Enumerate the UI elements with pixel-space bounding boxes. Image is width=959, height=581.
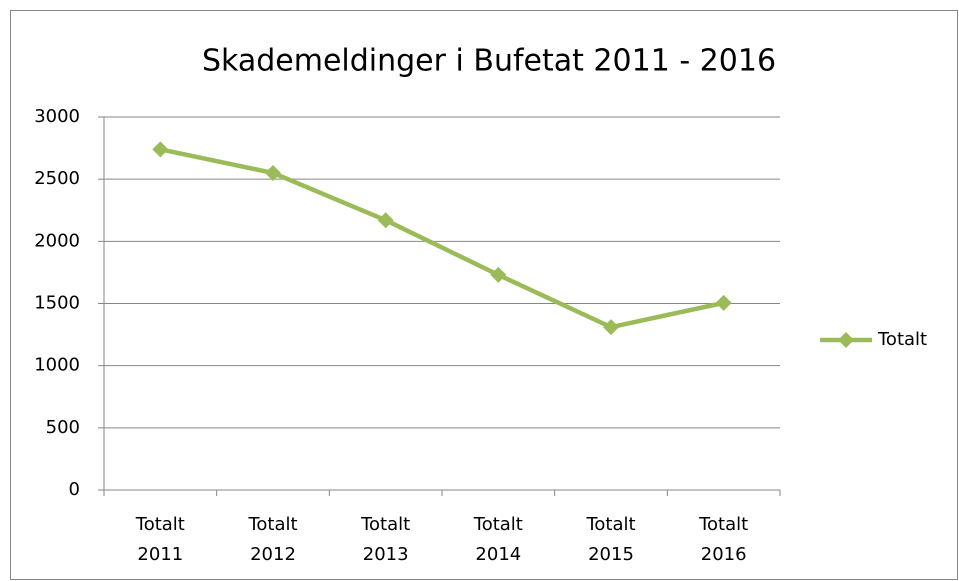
x-tick-label: Totalt 2011 bbox=[135, 514, 185, 565]
chart-title: Skademeldinger i Bufetat 2011 - 2016 bbox=[202, 44, 776, 79]
data-point bbox=[265, 164, 281, 181]
series-line bbox=[159, 147, 725, 330]
x-tick-label: Totalt 2012 bbox=[248, 514, 298, 565]
x-tick-label: Totalt 2013 bbox=[361, 514, 411, 565]
y-tick-label: 3000 bbox=[34, 106, 80, 127]
data-point bbox=[715, 294, 732, 311]
data-point bbox=[152, 141, 169, 158]
legend-label: Totalt bbox=[877, 329, 927, 350]
x-tick-label: Totalt 2014 bbox=[473, 514, 523, 565]
x-tick-label: Totalt 2016 bbox=[699, 514, 749, 565]
chart-border bbox=[10, 10, 958, 580]
x-tick-label: Totalt 2015 bbox=[586, 514, 636, 565]
legend-marker bbox=[838, 332, 854, 348]
y-tick-label: 500 bbox=[46, 417, 80, 438]
y-tick-label: 1000 bbox=[34, 355, 80, 376]
y-tick-label: 1500 bbox=[34, 293, 80, 314]
data-point bbox=[603, 319, 619, 336]
y-tick-label: 2000 bbox=[34, 230, 80, 251]
data-point bbox=[490, 266, 507, 283]
y-tick-label: 2500 bbox=[34, 168, 80, 189]
y-tick-label: 0 bbox=[69, 479, 80, 500]
data-point bbox=[377, 212, 394, 229]
